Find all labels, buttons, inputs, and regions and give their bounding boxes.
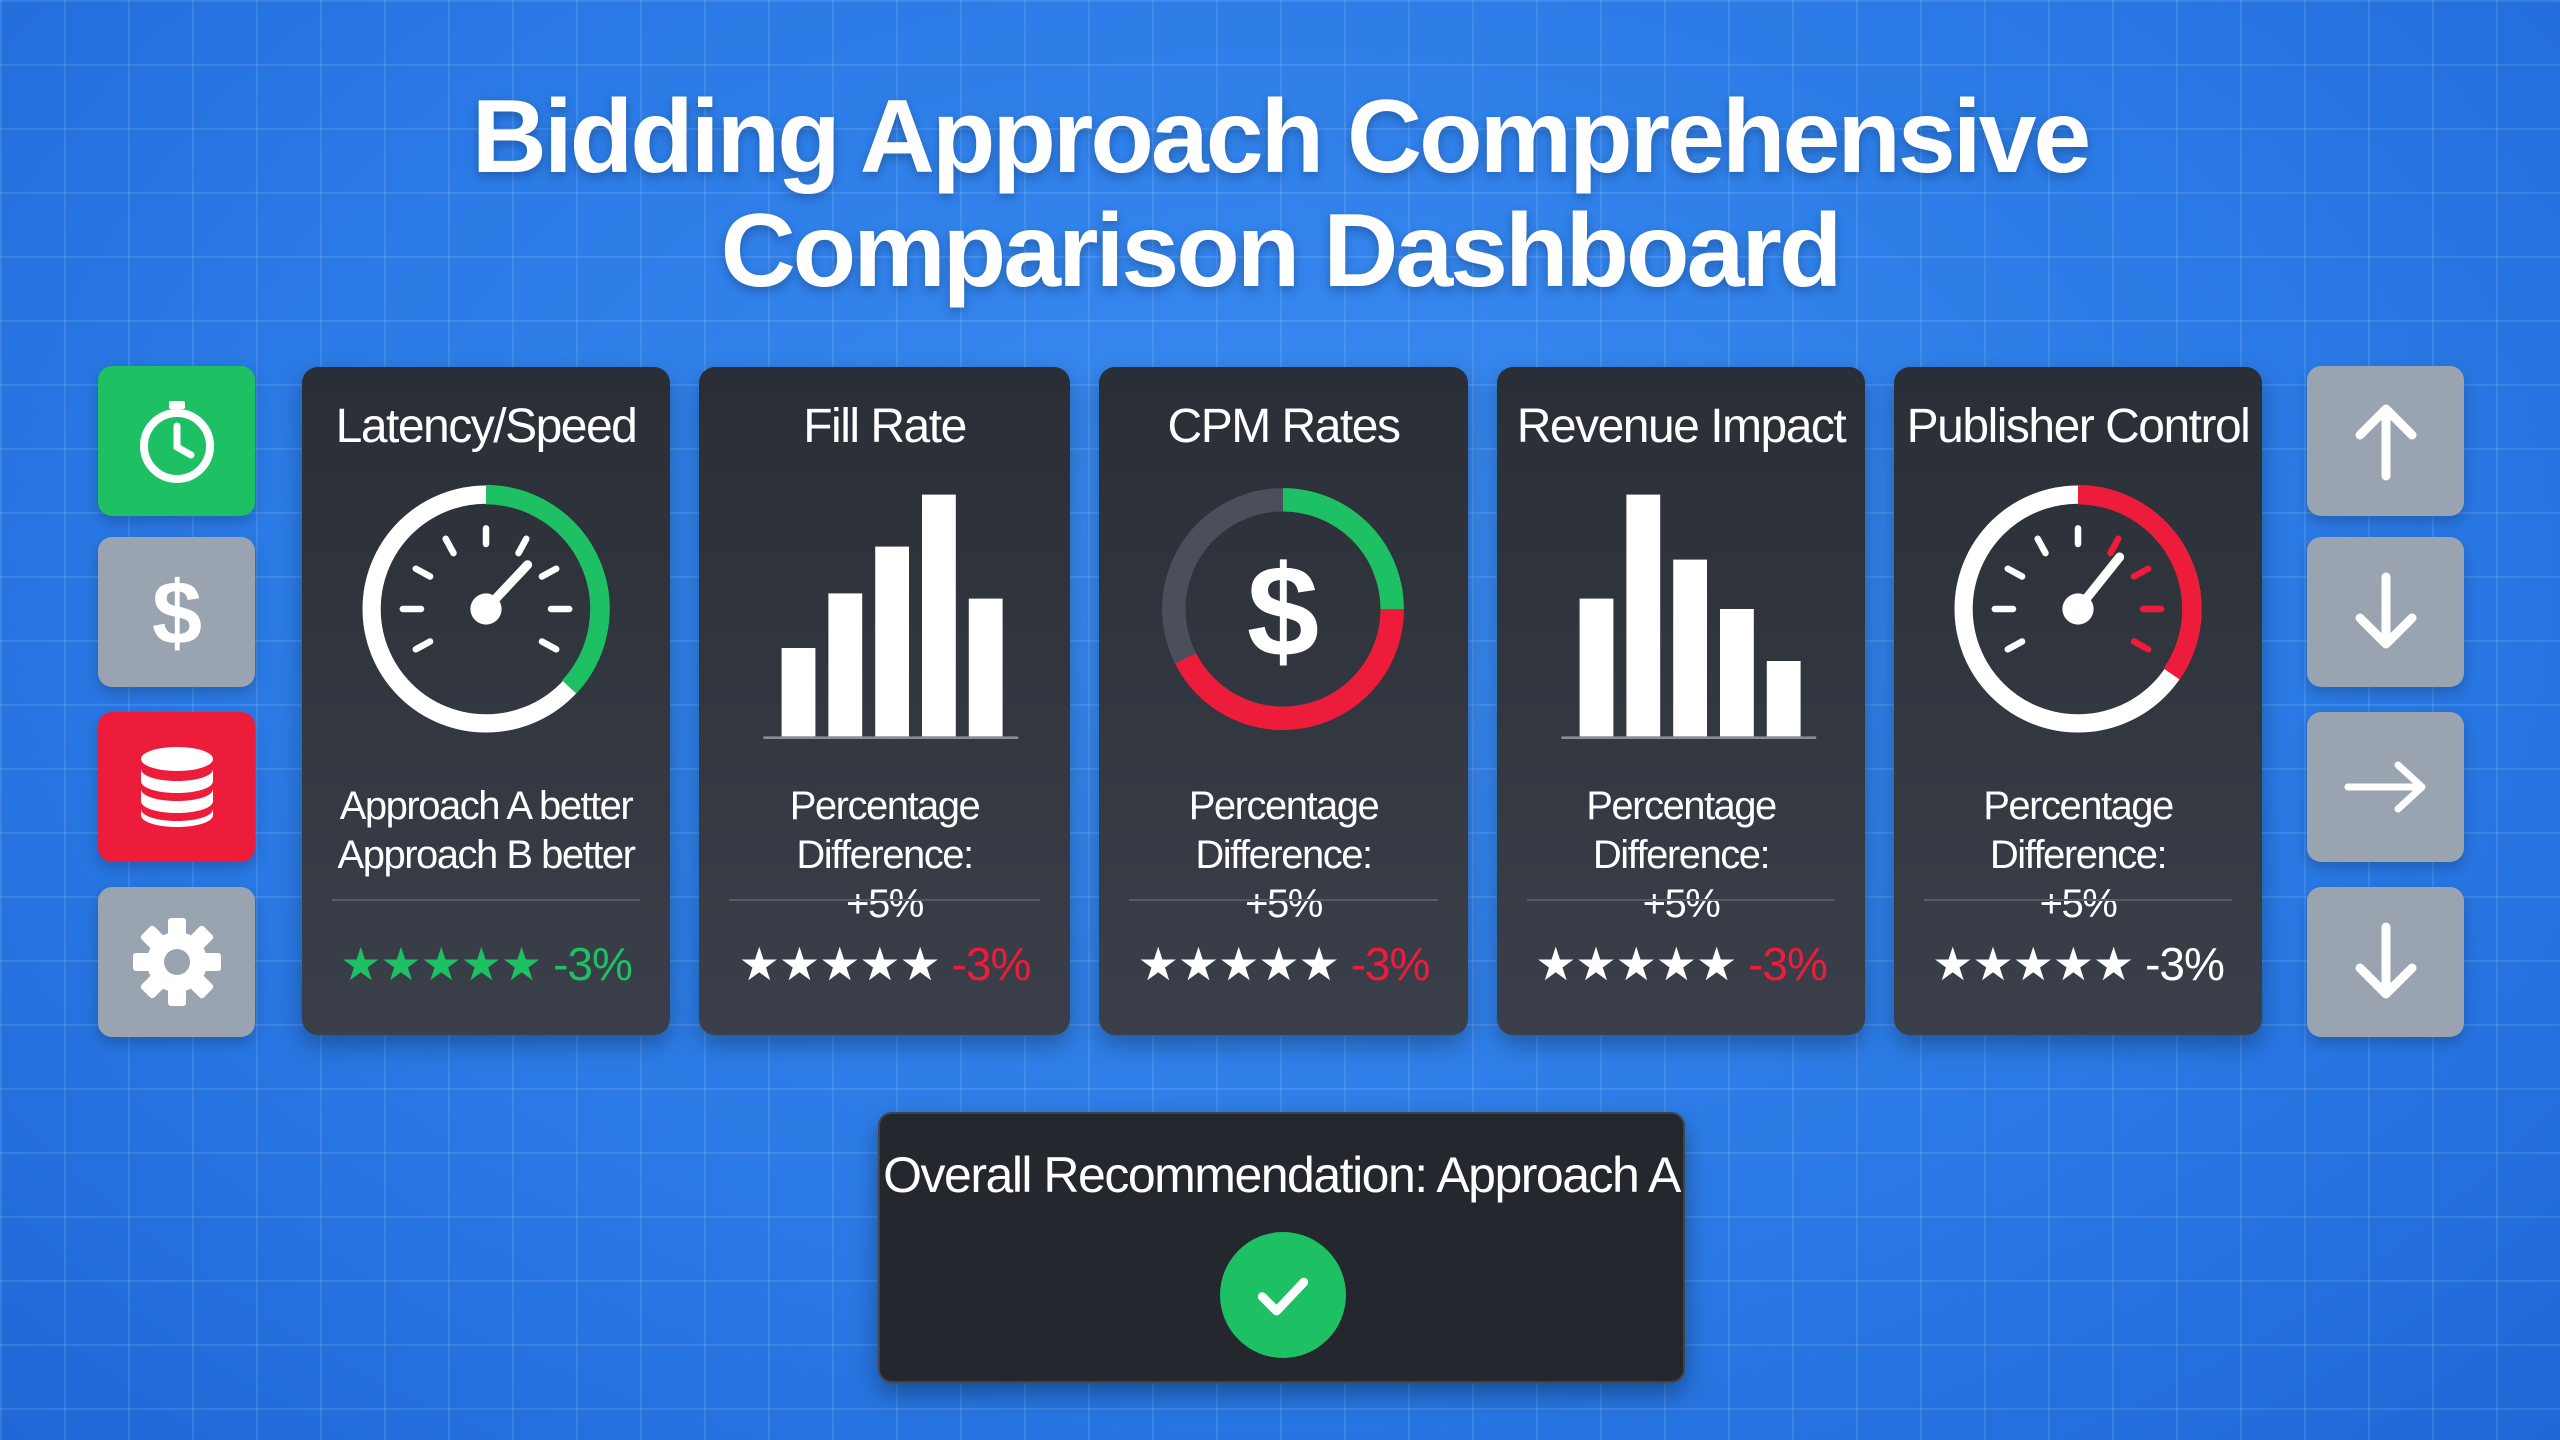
checkmark-icon	[1220, 1232, 1346, 1358]
dollar-button[interactable]: $	[98, 537, 255, 687]
arrow-right-icon	[2344, 761, 2425, 813]
arrow-down-button[interactable]	[2307, 887, 2464, 1037]
delta-value: -3%	[1748, 938, 1828, 990]
speedometer-icon	[362, 484, 610, 733]
settings-button[interactable]	[98, 887, 255, 1037]
svg-text:$: $	[1247, 538, 1319, 684]
arrow-down-icon	[2355, 922, 2416, 999]
delta-value: -3%	[951, 938, 1032, 990]
overall-recommendation-panel: Overall Recommendation: Approach A	[878, 1112, 1685, 1383]
star-rating: ★★★★★	[340, 938, 542, 990]
card-fill-rate: Fill Rate Percentage Difference: +5% ★★★★…	[699, 367, 1070, 1035]
page-title: Bidding Approach Comprehensive Comparison…	[471, 79, 2092, 309]
card-title: Latency/Speed	[335, 400, 638, 453]
card-title: Publisher Control	[1906, 400, 2251, 453]
gear-icon	[132, 918, 221, 1006]
rating: ★★★★★ -3%	[302, 937, 670, 991]
card-description: Percentage Difference: +5%	[1188, 784, 1380, 926]
dollar-icon: $	[151, 564, 201, 662]
card-description: Percentage Difference: +5%	[1983, 784, 2174, 926]
card-description: Percentage Difference: +5%	[789, 784, 981, 926]
dollar-donut-icon: $	[1162, 488, 1404, 731]
card-revenue-impact: Revenue Impact Percentage Difference: +5%…	[1497, 367, 1865, 1035]
card-latency-speed: Latency/Speed Approach A better Approach …	[302, 367, 670, 1035]
card-cpm-rates: CPM Rates $ Percentage Difference: +5% ★★…	[1099, 367, 1468, 1035]
database-icon	[140, 747, 213, 827]
divider	[332, 899, 640, 901]
star-rating: ★★★★★	[738, 938, 941, 990]
card-description: Approach A better Approach B better	[337, 784, 636, 877]
speedometer-icon	[1954, 484, 2202, 733]
star-rating: ★★★★★	[1932, 938, 2134, 990]
delta-value: -3%	[2145, 938, 2225, 990]
divider	[1129, 899, 1438, 901]
card-description: Percentage Difference: +5%	[1586, 784, 1777, 926]
card-title: Fill Rate	[803, 400, 967, 453]
rating: ★★★★★ -3%	[1099, 937, 1468, 991]
rating: ★★★★★ -3%	[1894, 937, 2262, 991]
arrow-up-icon	[2355, 404, 2416, 481]
arrow-up-button[interactable]	[2307, 366, 2464, 516]
card-publisher-control: Publisher Control Percentage Difference:…	[1894, 367, 2262, 1035]
card-title: CPM Rates	[1167, 400, 1401, 453]
card-title: Revenue Impact	[1516, 400, 1847, 453]
divider	[729, 899, 1040, 901]
bar-chart-icon	[1561, 494, 1817, 739]
database-button[interactable]	[98, 712, 255, 862]
arrow-down-icon	[2355, 572, 2416, 649]
rating: ★★★★★ -3%	[699, 937, 1070, 991]
stopwatch-button[interactable]	[98, 366, 255, 516]
arrow-down-button[interactable]	[2307, 537, 2464, 687]
divider	[1527, 899, 1835, 901]
rating: ★★★★★ -3%	[1497, 937, 1865, 991]
delta-value: -3%	[553, 938, 633, 990]
svg-text:$: $	[151, 564, 201, 662]
divider	[1924, 899, 2232, 901]
star-rating: ★★★★★	[1137, 938, 1340, 990]
stopwatch-icon	[139, 401, 214, 483]
delta-value: -3%	[1350, 938, 1431, 990]
arrow-right-button[interactable]	[2307, 712, 2464, 862]
recommendation-label: Overall Recommendation: Approach A	[883, 1147, 1681, 1203]
bar-chart-icon	[763, 494, 1019, 739]
star-rating: ★★★★★	[1535, 938, 1737, 990]
